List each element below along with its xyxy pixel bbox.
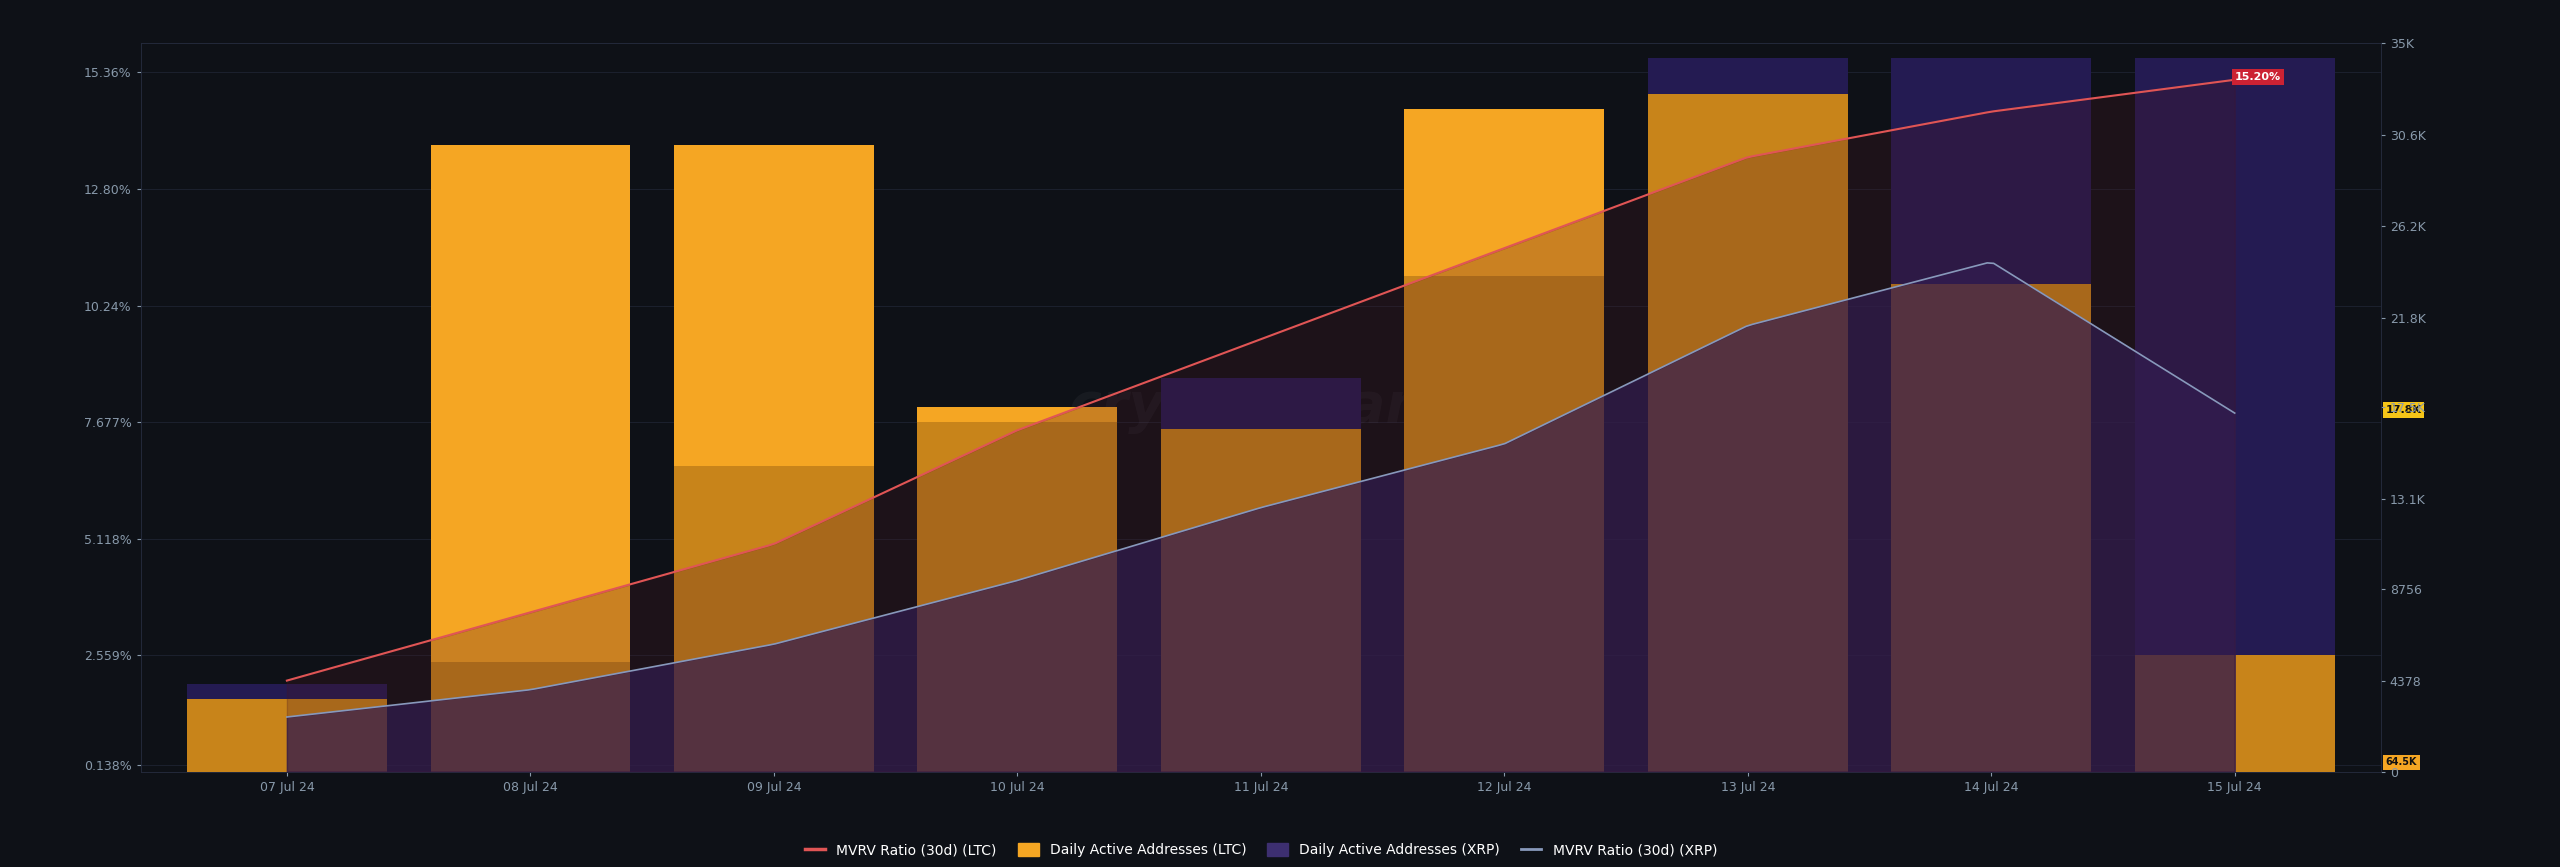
Bar — [2135, 655, 2335, 772]
Bar — [916, 422, 1116, 772]
Bar — [916, 422, 1116, 772]
Bar — [1649, 58, 1848, 772]
Bar — [1405, 109, 1605, 772]
Bar — [1162, 429, 1359, 772]
Bar — [430, 146, 630, 772]
Bar — [1892, 58, 2092, 772]
Text: 17.8K: 17.8K — [2386, 405, 2422, 415]
Bar — [1162, 378, 1359, 772]
Legend: MVRV Ratio (30d) (LTC), Daily Active Addresses (LTC), Daily Active Addresses (XR: MVRV Ratio (30d) (LTC), Daily Active Add… — [799, 838, 1723, 863]
Bar — [187, 699, 387, 772]
Bar — [1892, 284, 2092, 772]
Bar — [1649, 95, 1848, 772]
Text: cryptoquant: cryptoquant — [1070, 381, 1452, 434]
Bar — [1405, 277, 1605, 772]
Bar — [187, 684, 387, 772]
Bar — [673, 466, 873, 772]
Bar — [673, 466, 873, 772]
Bar — [1892, 284, 2092, 772]
Bar — [1405, 277, 1605, 772]
Bar — [430, 662, 630, 772]
Bar — [2135, 58, 2335, 772]
Bar — [1162, 429, 1359, 772]
Bar — [187, 699, 387, 772]
Bar — [2135, 655, 2335, 772]
Bar — [430, 662, 630, 772]
Text: 64.5K: 64.5K — [2386, 758, 2417, 767]
Bar — [916, 407, 1116, 772]
Text: 15.20%: 15.20% — [2235, 72, 2281, 81]
Bar — [673, 146, 873, 772]
Bar — [1649, 95, 1848, 772]
